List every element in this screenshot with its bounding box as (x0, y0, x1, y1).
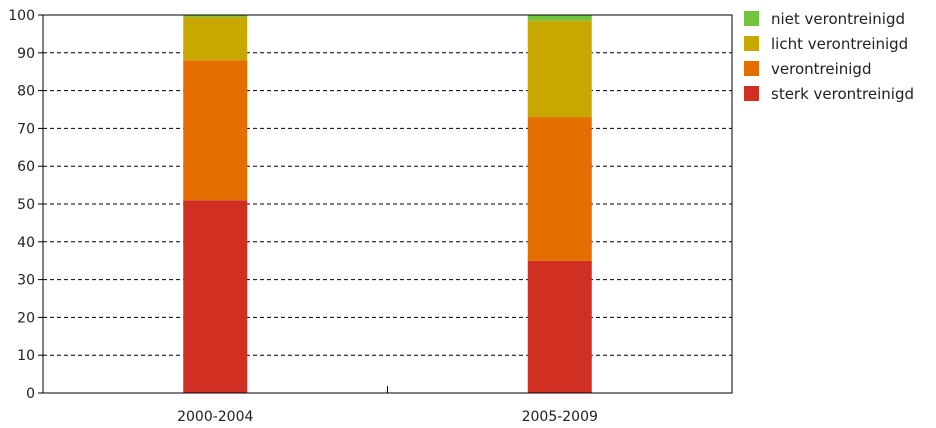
y-tick-label-30: 30 (17, 273, 35, 289)
legend-swatch (744, 86, 759, 101)
legend-item: licht verontreinigd (744, 31, 914, 56)
y-tick-label-20: 20 (17, 310, 35, 326)
bar-2000-2004-series-1 (183, 60, 248, 201)
legend-label: niet verontreinigd (771, 9, 906, 28)
legend-item: verontreinigd (744, 56, 914, 81)
y-tick-label-10: 10 (17, 348, 35, 364)
y-tick-label-90: 90 (17, 46, 35, 62)
bar-2005-2009-series-1 (527, 117, 592, 261)
y-tick-label-50: 50 (17, 197, 35, 213)
y-axis-ticks: 0 10 20 30 40 50 60 70 80 90 100 (8, 8, 43, 402)
bar-2000-2004-series-3 (183, 15, 248, 17)
y-tick-label-40: 40 (17, 235, 35, 251)
bar-2000-2004-series-2 (183, 16, 248, 61)
x-tick-label-2005-2009: 2005-2009 (522, 409, 598, 425)
bar-2005-2009-series-3 (527, 15, 592, 21)
bars (183, 15, 592, 393)
legend-label: verontreinigd (771, 59, 872, 78)
legend-swatch (744, 61, 759, 76)
legend-label: licht verontreinigd (771, 34, 909, 53)
legend-swatch (744, 11, 759, 26)
legend-item: sterk verontreinigd (744, 81, 914, 106)
gridlines (43, 52, 732, 356)
x-axis-ticks: 2000-2004 2005-2009 (177, 386, 598, 425)
legend-swatch (744, 36, 759, 51)
y-tick-label-100: 100 (8, 8, 35, 24)
bar-2005-2009-series-0 (527, 260, 592, 393)
y-tick-label-80: 80 (17, 84, 35, 100)
y-tick-label-60: 60 (17, 159, 35, 175)
legend: niet verontreinigd licht verontreinigd ver… (744, 6, 914, 106)
y-tick-label-70: 70 (17, 121, 35, 137)
x-tick-label-2000-2004: 2000-2004 (177, 409, 253, 425)
bar-2000-2004-series-0 (183, 200, 248, 393)
y-tick-label-0: 0 (26, 386, 35, 402)
bar-2005-2009-series-2 (527, 20, 592, 118)
legend-item: niet verontreinigd (744, 6, 914, 31)
legend-label: sterk verontreinigd (771, 84, 915, 103)
